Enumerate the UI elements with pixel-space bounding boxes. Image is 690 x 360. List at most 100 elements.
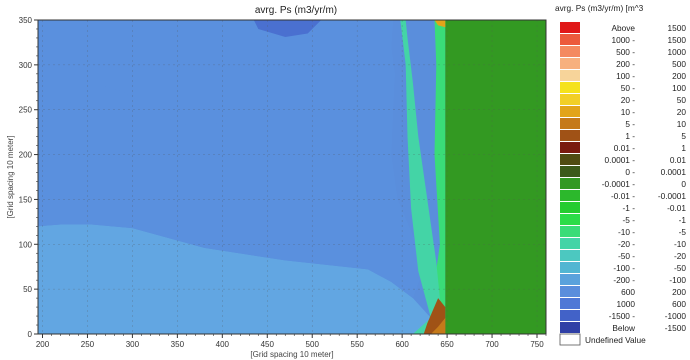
x-tick-label: 750 xyxy=(530,340,544,349)
legend-swatch xyxy=(560,58,580,69)
legend-swatch xyxy=(560,262,580,273)
legend-swatch xyxy=(560,106,580,117)
legend-swatch xyxy=(560,154,580,165)
legend-swatch xyxy=(560,250,580,261)
legend-range-high: -0.01 xyxy=(667,203,686,213)
legend-swatch xyxy=(560,22,580,33)
x-axis-label: [Grid spacing 10 meter] xyxy=(250,350,333,359)
legend-range-high: -1000 xyxy=(665,311,687,321)
legend-swatch xyxy=(560,46,580,57)
legend-range-high: 1500 xyxy=(668,35,687,45)
y-tick-label: 250 xyxy=(19,106,33,115)
legend-range-low: -20 - xyxy=(618,239,635,249)
legend-range-low: Above xyxy=(611,23,635,33)
y-axis-label: [Grid spacing 10 meter] xyxy=(6,135,15,218)
gridlines xyxy=(38,19,546,335)
y-tick-label: 350 xyxy=(19,16,33,25)
x-tick-label: 350 xyxy=(171,340,185,349)
region-light-blue-bottom xyxy=(38,224,431,334)
x-tick-label: 550 xyxy=(351,340,365,349)
region-top-corner xyxy=(434,20,446,28)
legend-range-high: -5 xyxy=(679,227,687,237)
plot-area xyxy=(37,19,547,335)
legend-range-high: Undefined Value xyxy=(585,335,646,345)
region-orange-corner xyxy=(430,317,446,334)
legend-range-low: 50 - xyxy=(621,83,636,93)
x-tick-label: 200 xyxy=(36,340,50,349)
legend-swatch xyxy=(560,214,580,225)
legend-range-high: 100 xyxy=(672,83,686,93)
legend-swatch xyxy=(560,178,580,189)
x-tick-label: 300 xyxy=(126,340,140,349)
legend-range-low: 100 - xyxy=(616,71,635,81)
legend-range-high: 200 xyxy=(672,71,686,81)
legend-swatch xyxy=(560,34,580,45)
x-tick-label: 700 xyxy=(485,340,499,349)
legend-range-low: -0.01 - xyxy=(611,191,635,201)
legend-range-high: 0.0001 xyxy=(661,167,687,177)
region-cyan-edge xyxy=(400,20,444,334)
x-tick-label: 450 xyxy=(261,340,275,349)
legend-range-low: 20 - xyxy=(621,95,636,105)
legend-range-high: 500 xyxy=(672,59,686,69)
legend-swatch xyxy=(560,94,580,105)
legend-range-high: -100 xyxy=(669,275,686,285)
legend-range-high: 50 xyxy=(677,95,687,105)
y-tick-label: 50 xyxy=(23,285,32,294)
legend-range-low: 1 - xyxy=(625,131,635,141)
plot-frame xyxy=(37,19,547,335)
legend-range-high: -1500 xyxy=(665,323,687,333)
y-tick-label: 200 xyxy=(19,151,33,160)
legend-range-high: 10 xyxy=(677,119,687,129)
legend-range-low: -5 - xyxy=(623,215,636,225)
legend-range-low: 500 - xyxy=(616,47,635,57)
legend-range-high: 5 xyxy=(681,131,686,141)
legend-range-low: -0.0001 - xyxy=(602,179,635,189)
legend-range-high: -50 xyxy=(674,263,686,273)
legend-range-low: -10 - xyxy=(618,227,635,237)
chart-title: avrg. Ps (m3/yr/m) xyxy=(255,5,337,16)
legend-swatch xyxy=(560,118,580,129)
x-tick-label: 650 xyxy=(440,340,454,349)
legend-range-high: 20 xyxy=(677,107,687,117)
legend-range-low: -200 - xyxy=(613,275,635,285)
legend-range-low: 1000 - xyxy=(611,35,635,45)
legend-range-low: Below xyxy=(612,323,636,333)
legend-range-high: 1500 xyxy=(668,23,687,33)
y-tick-label: 150 xyxy=(19,195,33,204)
region-blue-darkest-top xyxy=(253,20,322,37)
legend-range-high: 600 xyxy=(672,299,686,309)
legend-title: avrg. Ps (m3/yr/m) [m^3 xyxy=(555,3,644,13)
legend-range-low: 1000 xyxy=(617,299,636,309)
legend-swatch xyxy=(560,322,580,333)
legend-range-low: 0 - xyxy=(625,167,635,177)
legend-range-high: 1000 xyxy=(668,47,687,57)
legend-range-high: 200 xyxy=(672,287,686,297)
legend-range-low: -1500 - xyxy=(609,311,636,321)
x-axis: 200 250 300 350 400 450 500 550 600 650 700 750 xyxy=(36,334,547,349)
x-tick-label: 250 xyxy=(81,340,95,349)
x-tick-label: 600 xyxy=(395,340,409,349)
legend-swatch xyxy=(560,190,580,201)
y-axis: 0 50 100 150 200 250 300 350 xyxy=(19,16,38,339)
legend-range-low: 0.01 - xyxy=(614,143,635,153)
legend-range-high: -20 xyxy=(674,251,686,261)
legend-range-low: 5 - xyxy=(625,119,635,129)
legend-swatch xyxy=(560,142,580,153)
legend-range-high: 1 xyxy=(681,143,686,153)
legend-swatch xyxy=(560,70,580,81)
region-green-edge xyxy=(427,20,446,334)
legend-range-low: -1 - xyxy=(623,203,636,213)
legend-swatch xyxy=(560,82,580,93)
x-tick-label: 500 xyxy=(306,340,320,349)
legend-swatch xyxy=(559,333,581,346)
legend-range-low: 600 xyxy=(621,287,635,297)
x-tick-label: 400 xyxy=(216,340,230,349)
y-tick-label: 0 xyxy=(28,330,33,339)
legend-range-high: -10 xyxy=(674,239,686,249)
legend-range-high: 0 xyxy=(681,179,686,189)
contour-fills xyxy=(38,20,546,334)
